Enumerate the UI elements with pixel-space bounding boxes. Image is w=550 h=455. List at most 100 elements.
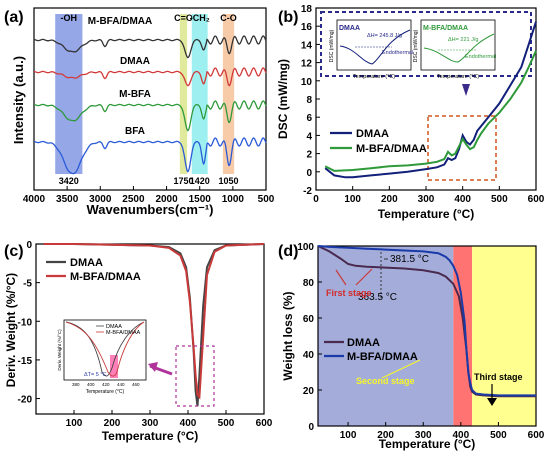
panel-d-frame: [317, 245, 537, 427]
legend-mbfa-label: M-BFA/DMAA: [356, 143, 427, 155]
inset-mbfa-ylabel: DSC (mW/mg): [413, 29, 419, 62]
panel-b-xtick-1: 100: [344, 194, 361, 205]
panel-c-xtick-1: 200: [104, 418, 121, 429]
ftir-series-0: [33, 35, 267, 59]
inset-mbfa-curve: [423, 33, 495, 63]
panel-d-ytick-1: 20: [303, 386, 315, 397]
panel-c-xtick-4: 500: [218, 418, 235, 429]
band-2: [191, 14, 208, 174]
band-3: [222, 14, 235, 174]
inset-dmaa-title: DMAA: [339, 25, 360, 32]
ftir-label-3: BFA: [125, 126, 145, 137]
panel-d-xtick-4: 500: [490, 430, 507, 441]
annotation-first-stage: First stage: [326, 288, 372, 298]
inset-mbfa-dh: ΔH= 221 J/g: [448, 37, 478, 43]
panel-d-ylabel: Weight loss (%): [281, 291, 295, 380]
panel-a-label: (a): [4, 9, 24, 26]
ftir-series-3: [33, 137, 267, 175]
band-label-0: -OH: [61, 13, 78, 23]
panel-b-ytick-6: 10: [301, 77, 313, 88]
panel-b-xtick-6: 600: [528, 194, 545, 205]
panel-c-ytick-2: -10: [18, 317, 33, 328]
annotation-second-stage: Second stage: [356, 376, 415, 386]
panel-c-label: (c): [4, 243, 24, 260]
inset-ylabel: Deriv. Weight (%/°C): [57, 329, 62, 371]
region-1: [453, 246, 473, 426]
panel-c-ytick-3: -15: [18, 356, 33, 367]
panel-d-legend: DMAA M-BFA/DMAA: [324, 337, 418, 363]
panel-d-xtick-0: 100: [340, 430, 357, 441]
inset-dmaa-xlabel: Temperature (°C): [353, 74, 395, 80]
panel-a-xlabel: Wavenumbers(cm⁻¹): [86, 202, 213, 217]
panel-b-ytick-5: 8: [306, 95, 312, 106]
panel-b-ytick-7: 12: [301, 59, 313, 70]
panel-c-ylabel: Deriv. Weight (%/°C): [4, 273, 18, 387]
panel-b-inset-box: [320, 11, 532, 77]
panel-b-ytick-8: 14: [301, 40, 313, 51]
panel-d-ytick-3: 60: [303, 314, 315, 325]
panel-b-inset-dmaa: DMAA ΔH= 245.8 J/g Endothermal Temperatu…: [329, 19, 413, 80]
legend-mbfa-label: M-BFA/DMAA: [70, 271, 141, 283]
legend-dmaa-label: DMAA: [70, 257, 103, 269]
panel-a-xtick-6: 1000: [222, 194, 245, 205]
panel-a-xtick-4: 2000: [155, 194, 178, 205]
panel-c-arrow-head: [148, 362, 158, 372]
band-peak-0: 3420: [59, 176, 79, 186]
panel-c-inset: DMAA M-BFA/DMAA ΔT= 5 °C 380 400 420 440…: [57, 319, 147, 395]
panel-c-series-1: [43, 243, 265, 400]
inset-xlabel: Temperature (°C): [86, 389, 125, 395]
legend-mbfa-label: M-BFA/DMAA: [347, 351, 418, 363]
panel-d-label: (d): [278, 243, 298, 260]
panel-b-xtick-0: 0: [313, 194, 319, 205]
band-1: [179, 14, 188, 174]
panel-c-zoom-box: [175, 345, 215, 407]
annotation-363: 363.5 °C: [358, 292, 397, 303]
panel-a-xtick-2: 3000: [89, 194, 112, 205]
inset-mbfa-endothermal: Endothermal: [465, 54, 496, 60]
panel-b-xlabel: Temperature (°C): [378, 207, 475, 221]
inset-dmaa-curve: [339, 29, 411, 65]
panel-c-ytick-1: -5: [23, 279, 32, 290]
inset-delta-t: ΔT= 5 °C: [84, 372, 107, 378]
ftir-series-2: [33, 100, 267, 132]
panel-d-ytick-5: 100: [297, 242, 314, 253]
band-label-3: C-O: [220, 13, 237, 23]
panel-b-xtick-3: 300: [418, 194, 435, 205]
panel-a-xtick-5: 1500: [189, 194, 212, 205]
panel-c-dtg: (c) 0 -5 -10 -15 -20 100 200 300 400 500 600 DMAA…: [4, 240, 273, 443]
panel-b-zoom-box: [427, 115, 497, 181]
inset-tick-400: 400: [87, 382, 95, 387]
inset-tick-380: 380: [72, 382, 80, 387]
inset-dmaa-dh: ΔH= 245.8 J/g: [367, 33, 402, 39]
panel-a-xtick-1: 3500: [56, 194, 79, 205]
panel-b-xtick-2: 200: [381, 194, 398, 205]
panel-a-xtick-0: 4000: [23, 194, 46, 205]
panel-b-inset-mbfa: M-BFA/DMAA ΔH= 221 J/g Endothermal Tempe…: [413, 19, 496, 80]
second-stage-arrow: [381, 359, 421, 379]
panel-b-ytick-3: 4: [306, 131, 312, 142]
inset-mbfa-xlabel: Temperature (°C): [437, 74, 479, 80]
panel-c-legend: DMAA M-BFA/DMAA: [46, 257, 141, 283]
inset-tick-420: 420: [102, 382, 110, 387]
band-0: [55, 14, 83, 174]
band-peak-2: 1420: [190, 176, 210, 186]
panel-c-xtick-0: 100: [66, 418, 83, 429]
band-label-2: -CH₂: [190, 13, 210, 23]
panel-b-arrow: [462, 84, 470, 96]
panel-c-xtick-3: 400: [180, 418, 197, 429]
panel-b-series-1: [324, 50, 537, 172]
annotation-381: 381.5 °C: [390, 254, 429, 265]
panel-b-ytick-10: 18: [301, 4, 313, 15]
panel-b-ytick-1: 0: [306, 168, 312, 179]
panel-a-xtick-7: 500: [258, 194, 275, 205]
panel-b-ytick-9: 16: [301, 22, 313, 33]
inset-delta-band: [110, 355, 118, 378]
panel-b-ytick-2: 2: [306, 150, 312, 161]
panel-c-ytick-4: -20: [18, 395, 33, 406]
inset-mbfa-title: M-BFA/DMAA: [423, 25, 468, 32]
panel-d-xtick-5: 600: [528, 430, 545, 441]
panel-d-ytick-0: 0: [308, 422, 314, 433]
panel-c-ytick-0: 0: [26, 240, 32, 251]
